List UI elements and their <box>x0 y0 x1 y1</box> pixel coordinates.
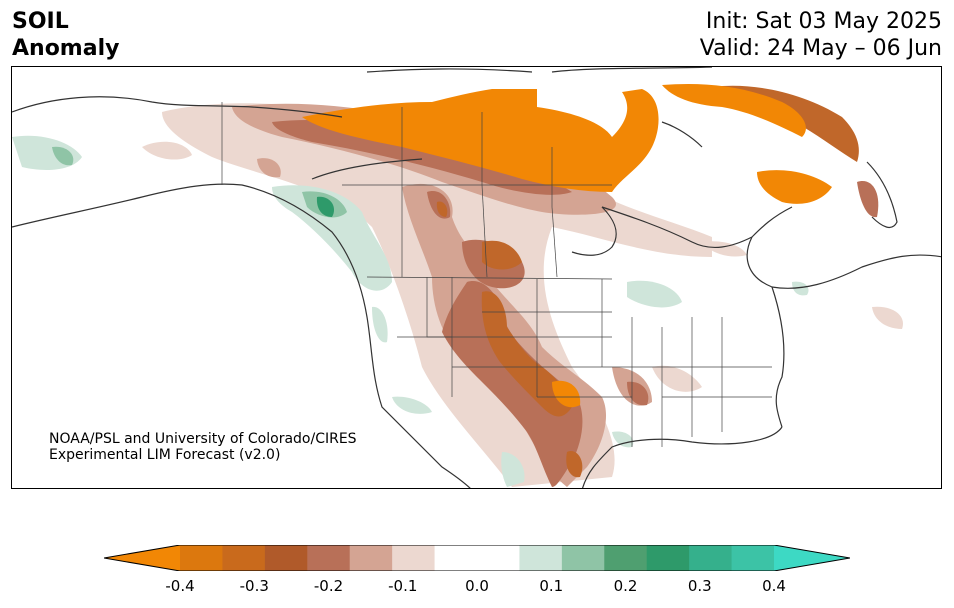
colorbar-segment <box>434 545 478 571</box>
colorbar-left-arrow <box>104 545 180 571</box>
colorbar-tick-labels: -0.4 -0.3 -0.2 -0.1 0.0 0.1 0.2 0.3 0.4 <box>0 577 954 597</box>
colorbar-segment <box>180 545 223 571</box>
valid-date: Valid: 24 May – 06 Jun <box>699 36 942 61</box>
colorbar-segment <box>561 545 605 571</box>
anomaly-map <box>12 67 941 488</box>
init-date: Init: Sat 03 May 2025 <box>705 9 942 34</box>
colorbar-segment <box>222 545 266 571</box>
colorbar-tick-label: 0.4 <box>762 577 786 595</box>
colorbar-segments <box>180 545 775 571</box>
colorbar-segment <box>264 545 308 571</box>
colorbar-segment <box>689 545 733 571</box>
dry-strong-regions <box>302 83 832 408</box>
colorbar-segment <box>307 545 351 571</box>
colorbar-segment <box>519 545 563 571</box>
credit-text: NOAA/PSL and University of Colorado/CIRE… <box>49 431 357 463</box>
colorbar-tick-label: 0.2 <box>613 577 638 595</box>
colorbar-tick-label: -0.1 <box>388 577 418 595</box>
colorbar-tick-label: -0.4 <box>165 577 195 595</box>
colorbar-tick-label: 0.3 <box>687 577 712 595</box>
colorbar-segment <box>477 545 520 571</box>
credit-line-2: Experimental LIM Forecast (v2.0) <box>49 447 281 463</box>
colorbar <box>104 545 850 571</box>
colorbar-segment <box>646 545 690 571</box>
colorbar-tick-label: -0.3 <box>239 577 269 595</box>
colorbar-tick-label: 0.1 <box>539 577 564 595</box>
credit-line-1: NOAA/PSL and University of Colorado/CIRE… <box>49 431 357 447</box>
forecast-dates: Init: Sat 03 May 2025 Valid: 24 May – 06… <box>700 8 942 62</box>
coastline-borders <box>12 67 941 488</box>
title-line-2: Anomaly <box>12 36 120 61</box>
wet-regions <box>12 135 809 487</box>
colorbar-tick-label: 0.0 <box>465 577 489 595</box>
map-title: SOIL Anomaly <box>12 8 119 62</box>
colorbar-segment <box>731 545 775 571</box>
map-panel <box>11 66 942 489</box>
colorbar-segment <box>392 545 436 571</box>
colorbar-segment <box>349 545 393 571</box>
state-province-lines <box>221 102 772 447</box>
colorbar-segment <box>604 545 648 571</box>
title-line-1: SOIL <box>12 9 69 34</box>
colorbar-right-arrow <box>774 545 850 571</box>
colorbar-tick-label: -0.2 <box>313 577 344 595</box>
